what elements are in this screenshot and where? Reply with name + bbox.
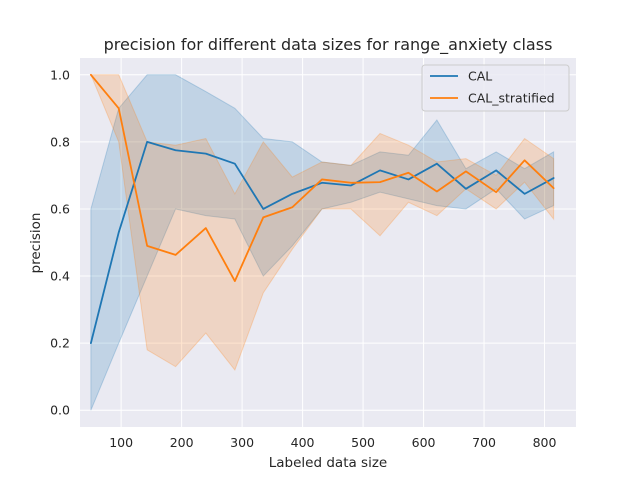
x-tick-label: 600 <box>412 435 436 450</box>
y-tick-label: 0.2 <box>50 336 70 351</box>
y-tick-label: 0.6 <box>50 201 70 216</box>
series-line-cal <box>89 140 555 345</box>
y-tick-label: 1.0 <box>50 67 70 82</box>
x-tick-label: 700 <box>472 435 496 450</box>
plot-area <box>80 58 576 427</box>
x-tick-label: 200 <box>170 435 194 450</box>
legend: CAL CAL_stratified <box>421 64 570 112</box>
chart-title: precision for different data sizes for r… <box>104 35 553 55</box>
y-tick-label: 0.8 <box>50 134 70 149</box>
grid <box>80 58 576 427</box>
x-tick-label: 400 <box>291 435 315 450</box>
confidence-band-cal <box>90 74 555 411</box>
series-lines <box>89 73 555 345</box>
legend-label-cal: CAL <box>468 69 492 84</box>
x-tick-label: 100 <box>109 435 133 450</box>
y-tick-label: 0.4 <box>50 269 70 284</box>
x-axis-ticks: 100 200 300 400 500 600 700 800 <box>109 435 556 450</box>
legend-box <box>421 64 570 112</box>
x-tick-label: 300 <box>230 435 254 450</box>
y-axis-ticks: 0.0 0.2 0.4 0.6 0.8 1.0 <box>50 67 70 417</box>
y-axis-label: precision <box>28 213 44 274</box>
x-tick-label: 800 <box>533 435 557 450</box>
series-line-cal-stratified <box>89 73 555 282</box>
x-tick-label: 500 <box>351 435 375 450</box>
x-axis-label: Labeled data size <box>269 455 387 471</box>
y-tick-label: 0.0 <box>50 403 70 418</box>
legend-label-cal-stratified: CAL_stratified <box>468 91 555 106</box>
